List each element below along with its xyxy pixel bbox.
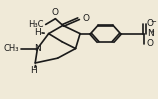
Text: −: − bbox=[150, 19, 156, 25]
Text: H₃C: H₃C bbox=[28, 20, 44, 29]
Text: H: H bbox=[34, 28, 41, 37]
Text: H: H bbox=[30, 66, 37, 75]
Text: O: O bbox=[147, 39, 154, 48]
Text: O: O bbox=[147, 19, 154, 28]
Text: +: + bbox=[150, 29, 155, 34]
Text: CH₃: CH₃ bbox=[4, 44, 19, 53]
Text: O: O bbox=[51, 8, 58, 17]
Text: N: N bbox=[34, 44, 41, 53]
Text: O: O bbox=[82, 14, 89, 23]
Text: N: N bbox=[147, 29, 154, 38]
